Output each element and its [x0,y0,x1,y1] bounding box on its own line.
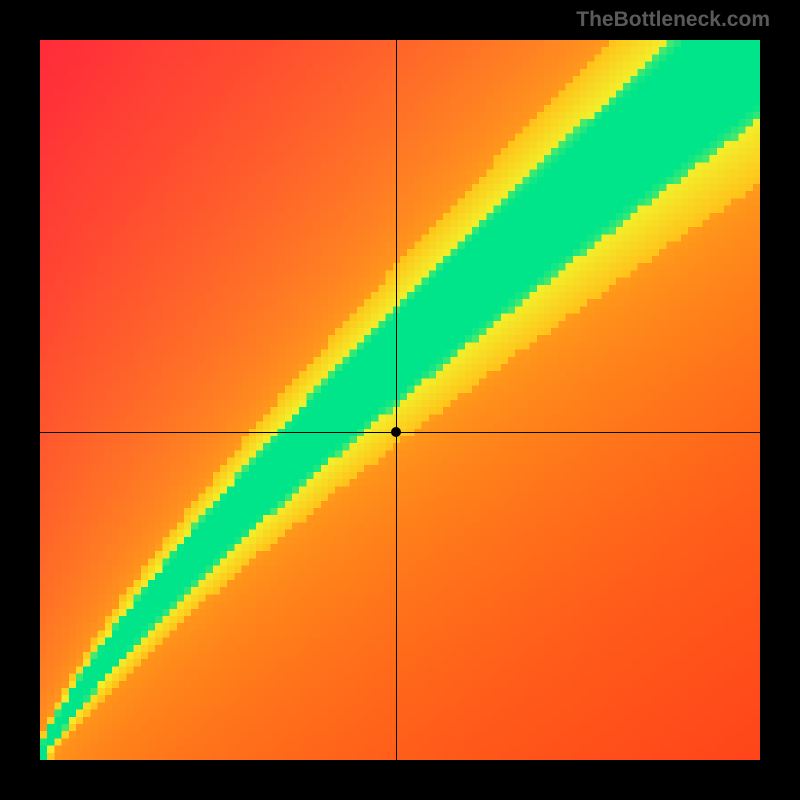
heatmap-plot-area [40,40,760,760]
watermark-text: TheBottleneck.com [576,8,770,32]
crosshair-point [391,427,401,437]
heatmap-canvas [40,40,760,760]
crosshair-vertical [396,40,397,760]
